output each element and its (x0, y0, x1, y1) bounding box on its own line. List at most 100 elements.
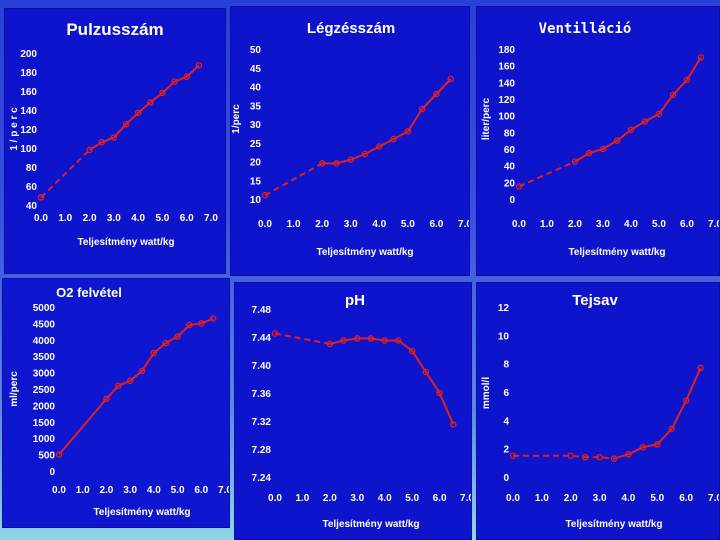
y-tick-label: 80 (26, 163, 38, 174)
data-point (367, 335, 375, 342)
y-tick-label: 100 (20, 144, 37, 155)
y-tick-label: 1000 (33, 434, 56, 445)
x-tick-label: 6.0 (429, 219, 443, 230)
chart-panel-o2: O2 felvétel 0 500 1000 1500 2000 2500 3000 3500 4… (2, 278, 230, 528)
x-tick-label: 2.0 (315, 219, 329, 230)
x-tick-label: 2.0 (323, 493, 337, 504)
data-point (159, 89, 166, 97)
y-tick-label: 7.28 (252, 445, 272, 456)
chart-title: Tejsav (572, 292, 618, 309)
x-tick-label: 7.0 (708, 493, 719, 504)
x-tick-label: 6.0 (680, 219, 694, 230)
x-tick-label: 7.0 (458, 219, 469, 230)
data-point (340, 337, 347, 344)
data-point (115, 382, 122, 389)
y-tick-label: 7.32 (252, 417, 272, 428)
x-axis-label: Teljesítmény watt/kg (93, 507, 190, 518)
data-point (271, 330, 279, 337)
y-tick-label: 40 (504, 162, 516, 173)
data-point (134, 109, 142, 117)
data-point (567, 452, 574, 459)
data-point (183, 73, 190, 81)
x-tick-label: 0.0 (52, 485, 66, 496)
y-tick-label: 200 (20, 49, 37, 60)
x-tick-label: 6.0 (180, 213, 194, 224)
x-tick-label: 2.0 (83, 213, 97, 224)
data-point (436, 389, 443, 397)
x-tick-label: 0.0 (512, 219, 526, 230)
x-tick-label: 4.0 (621, 493, 635, 504)
y-tick-label: 3000 (33, 369, 56, 380)
x-tick-label: 3.0 (593, 493, 607, 504)
data-point (110, 134, 118, 141)
y-tick-label: 20 (504, 178, 516, 189)
series-line (58, 317, 214, 456)
data-point (126, 377, 134, 385)
data-point (655, 110, 663, 118)
chart-title: pH (345, 292, 365, 309)
y-tick-label: 10 (250, 195, 262, 206)
data-point (515, 183, 523, 190)
data-point (697, 54, 705, 61)
data-point (418, 105, 426, 113)
y-tick-label: 2500 (33, 385, 56, 396)
x-tick-label: 3.0 (344, 219, 358, 230)
data-point (55, 451, 63, 458)
data-point (174, 333, 181, 340)
series-line (574, 56, 702, 163)
y-tick-label: 140 (498, 78, 515, 89)
chart-title: Légzésszám (307, 20, 395, 37)
data-point (639, 443, 647, 451)
chart-title: Ventilláció (539, 21, 632, 37)
chart-pulzus: Pulzusszám 40 60 80 100 120 140 160 180 200 0.0 1.0… (9, 20, 218, 248)
y-tick-label: 40 (26, 201, 38, 212)
y-tick-label: 40 (250, 83, 262, 94)
x-tick-label: 1.0 (535, 493, 549, 504)
chart-panel-pulzus: Pulzusszám 40 60 80 100 120 140 160 180 200 0.0 1.0… (4, 8, 226, 274)
y-axis-label: mmol/l (481, 377, 492, 409)
x-tick-label: 3.0 (107, 213, 121, 224)
data-point (433, 90, 440, 98)
y-tick-label: 60 (26, 182, 38, 193)
x-tick-label: 4.0 (378, 493, 392, 504)
data-point (150, 349, 158, 357)
data-point (98, 139, 105, 146)
y-tick-label: 8 (503, 360, 509, 371)
x-tick-label: 5.0 (401, 219, 415, 230)
y-tick-label: 3500 (33, 352, 56, 363)
y-tick-label: 160 (498, 62, 515, 73)
x-axis-label: Teljesítmény watt/kg (77, 237, 174, 248)
data-point (596, 453, 603, 461)
data-point (697, 364, 704, 372)
data-point (333, 160, 340, 167)
x-tick-label: 1.0 (76, 485, 90, 496)
x-axis-label: Teljesítmény watt/kg (316, 247, 413, 258)
x-tick-label: 5.0 (171, 485, 185, 496)
y-tick-label: 6 (503, 388, 509, 399)
y-tick-label: 160 (20, 87, 37, 98)
y-tick-label: 12 (498, 303, 510, 314)
data-point (376, 143, 383, 150)
y-tick-label: 120 (20, 125, 37, 136)
y-axis-label: liter/perc (481, 97, 492, 140)
y-tick-label: 35 (250, 101, 262, 112)
data-point (669, 91, 677, 99)
data-point (162, 339, 169, 347)
y-tick-label: 7.40 (252, 361, 272, 372)
y-axis-label: 1 / p e r c (9, 107, 20, 151)
x-tick-label: 1.0 (540, 219, 554, 230)
x-tick-label: 1.0 (58, 213, 72, 224)
x-axis-label: Teljesítmény watt/kg (568, 247, 665, 258)
data-point (668, 425, 675, 433)
data-point (147, 99, 154, 106)
data-point (171, 78, 178, 85)
data-point (354, 335, 361, 342)
x-axis-label: Teljesítmény watt/kg (565, 519, 662, 530)
chart-ph: pH 7.24 7.28 7.32 7.36 7.40 7.44 7.48 0.0 1.0 2.0 3… (252, 292, 471, 530)
series-line (329, 337, 455, 425)
y-tick-label: 80 (504, 128, 516, 139)
x-tick-label: 2.0 (564, 493, 578, 504)
y-tick-label: 180 (20, 68, 37, 79)
data-point (447, 75, 454, 83)
y-tick-label: 50 (250, 45, 262, 56)
